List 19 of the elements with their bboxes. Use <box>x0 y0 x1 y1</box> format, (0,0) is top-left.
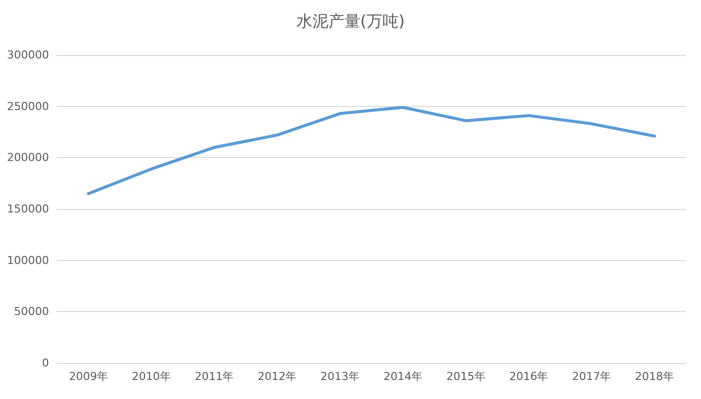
x-tick-label: 2011年 <box>194 370 234 383</box>
chart-title: 水泥产量(万吨) <box>296 12 405 30</box>
y-tick-label: 300000 <box>7 48 49 62</box>
y-tick-label: 0 <box>42 356 49 370</box>
x-tick-label: 2018年 <box>635 370 674 383</box>
line-series <box>86 106 656 196</box>
x-tick-label: 2015年 <box>446 370 486 383</box>
x-tick-label: 2017年 <box>572 370 612 383</box>
x-tick-label: 2013年 <box>320 370 360 383</box>
y-tick-label: 200000 <box>7 151 49 164</box>
x-tick-label: 2009年 <box>68 370 108 383</box>
x-tick-label: 2014年 <box>383 370 422 383</box>
y-tick-label: 250000 <box>7 100 49 113</box>
x-tick-label: 2010年 <box>132 370 171 383</box>
x-tick-label: 2016年 <box>509 370 548 383</box>
y-tick-label: 100000 <box>7 254 49 267</box>
y-tick-label: 50000 <box>14 305 49 318</box>
x-tick-label: 2012年 <box>258 370 297 383</box>
y-tick-label: 150000 <box>7 202 49 216</box>
